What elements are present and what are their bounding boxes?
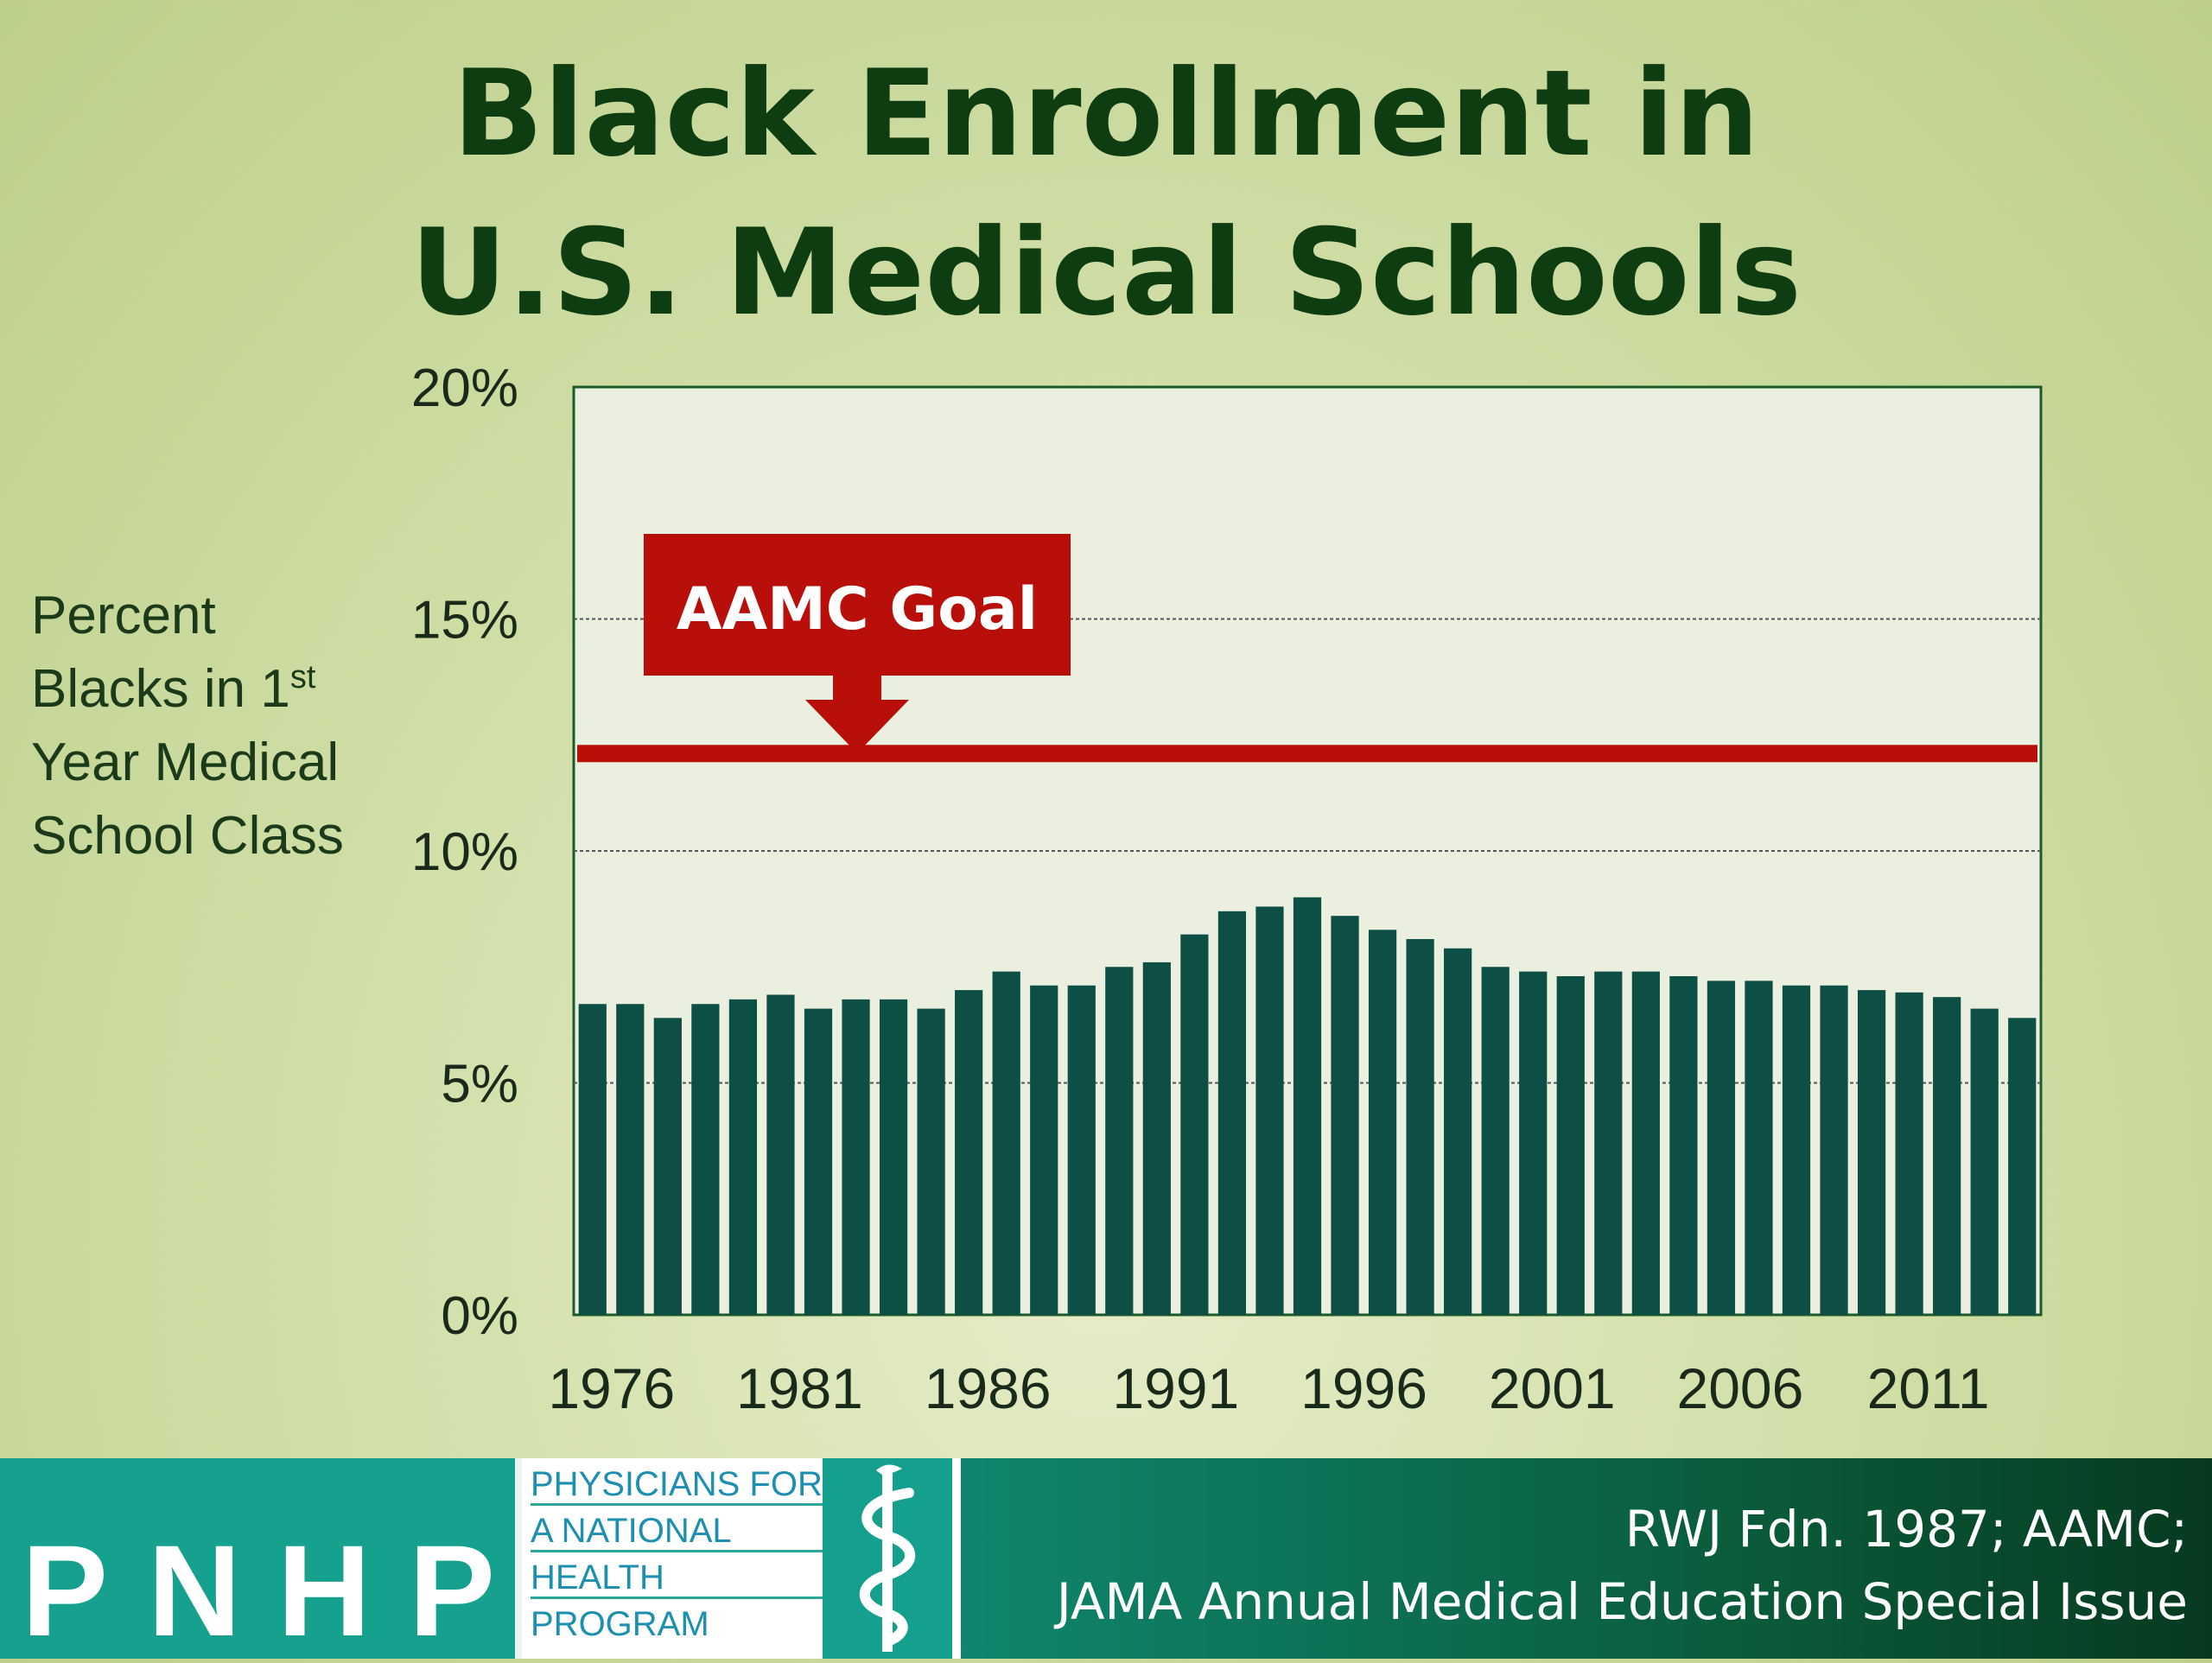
logo-organization-name: PHYSICIANS FOR A NATIONAL HEALTH PROGRAM xyxy=(515,1458,830,1659)
logo-letter: H xyxy=(276,1518,372,1663)
bar xyxy=(1331,916,1359,1315)
bar xyxy=(1519,971,1548,1315)
y-label-line-2: Blacks in 1st xyxy=(31,652,394,726)
bar xyxy=(1217,911,1247,1315)
y-tick-label: 0% xyxy=(441,1286,518,1346)
y-label-line-3: Year Medical xyxy=(31,733,340,792)
caduceus-icon xyxy=(823,1458,961,1659)
bar xyxy=(616,1004,645,1315)
bar xyxy=(1745,981,1773,1315)
bar xyxy=(955,990,983,1315)
y-label-line-1: Percent xyxy=(31,586,216,645)
logo-letter-block: P xyxy=(389,1458,515,1659)
y-label-line-4: School Class xyxy=(31,806,344,866)
x-tick-label: 1981 xyxy=(736,1356,863,1420)
source-citation: RWJ Fdn. 1987; AAMC; JAMA Annual Medical… xyxy=(1057,1493,2188,1638)
source-line-2: JAMA Annual Medical Education Special Is… xyxy=(1056,1572,2188,1631)
bar xyxy=(1594,971,1623,1315)
bar xyxy=(1444,948,1472,1315)
x-tick-label: 2001 xyxy=(1489,1356,1616,1420)
x-tick-label: 1991 xyxy=(1112,1356,1239,1420)
bar xyxy=(842,999,870,1315)
goal-arrow-icon xyxy=(805,700,909,753)
bar xyxy=(1105,967,1134,1315)
bar xyxy=(1631,971,1660,1315)
logo-letter: P xyxy=(21,1518,109,1663)
y-tick-label: 15% xyxy=(411,591,518,651)
bar xyxy=(992,971,1020,1315)
bar xyxy=(1142,962,1171,1315)
bar xyxy=(1857,990,1886,1315)
logo-name-line: PROGRAM xyxy=(531,1605,709,1643)
bar xyxy=(691,1004,720,1315)
y-label-superscript: st xyxy=(289,659,316,695)
bar xyxy=(804,1008,833,1315)
bar xyxy=(1481,967,1510,1315)
goal-callout-box xyxy=(644,534,1071,676)
logo-name-line: A NATIONAL xyxy=(531,1512,824,1552)
bar xyxy=(1293,897,1322,1315)
bar xyxy=(1030,985,1058,1315)
logo-letter-block: N xyxy=(130,1458,266,1659)
bar xyxy=(1820,985,1848,1315)
goal-annotation: AAMC Goal xyxy=(577,534,2037,763)
bar xyxy=(1406,939,1434,1315)
logo-name-line: PHYSICIANS FOR xyxy=(531,1465,824,1506)
x-tick-label: 1996 xyxy=(1300,1356,1427,1420)
bar xyxy=(1970,1008,1999,1315)
bar xyxy=(917,1008,945,1315)
logo-letter-block: P xyxy=(0,1458,137,1659)
title-line-2: U.S. Medical Schools xyxy=(410,203,1802,342)
x-tick-label: 2006 xyxy=(1677,1356,1804,1420)
y-tick-labels: 0% 5% 10% 15% 20% xyxy=(411,359,518,1346)
footer-bar: P N H P PHYSICIANS FOR A NATIONAL HEALTH… xyxy=(0,1458,2212,1659)
bars xyxy=(578,897,2037,1315)
bar xyxy=(1669,975,1698,1315)
bar xyxy=(1895,992,1923,1315)
y-tick-label: 10% xyxy=(411,822,518,882)
bar xyxy=(1067,985,1096,1315)
bar xyxy=(2008,1018,2037,1315)
bar xyxy=(728,999,758,1315)
y-tick-label: 20% xyxy=(411,359,518,418)
logo-letter: N xyxy=(147,1518,242,1663)
y-tick-label: 5% xyxy=(441,1055,518,1114)
bar xyxy=(1782,985,1811,1315)
x-tick-labels: 1976 1981 1986 1991 1996 2001 2006 2011 xyxy=(548,1356,1989,1420)
title-line-1: Black Enrollment in xyxy=(452,44,1760,183)
logo-letter-block: H xyxy=(259,1458,396,1659)
x-tick-label: 2011 xyxy=(1867,1356,1990,1420)
bar xyxy=(1933,997,1961,1315)
logo-name-line: HEALTH xyxy=(531,1558,824,1599)
bar xyxy=(653,1018,682,1315)
bar xyxy=(1255,906,1284,1315)
x-tick-label: 1986 xyxy=(925,1356,1052,1420)
bar xyxy=(1556,975,1585,1315)
bar-chart: AAMC Goal 0% 5% 10% 15% 20% 1976 1981 1986 1991… xyxy=(411,359,2043,1420)
bar xyxy=(879,999,908,1315)
y-axis-label: Percent Blacks in 1st Year Medical Schoo… xyxy=(31,579,394,873)
bar xyxy=(766,994,795,1315)
bar xyxy=(1368,930,1397,1315)
y-label-line-2-text: Blacks in 1 xyxy=(31,659,290,719)
logo-letter: P xyxy=(408,1518,496,1663)
source-line-1: RWJ Fdn. 1987; AAMC; xyxy=(1624,1500,2188,1558)
bar xyxy=(1180,934,1209,1315)
bar xyxy=(578,1004,607,1315)
x-tick-label: 1976 xyxy=(548,1356,675,1420)
slide-title: Black Enrollment in U.S. Medical Schools xyxy=(0,35,2212,352)
bar xyxy=(1707,981,1736,1315)
goal-label: AAMC Goal xyxy=(677,575,1038,644)
goal-arrow-stem xyxy=(833,674,881,700)
